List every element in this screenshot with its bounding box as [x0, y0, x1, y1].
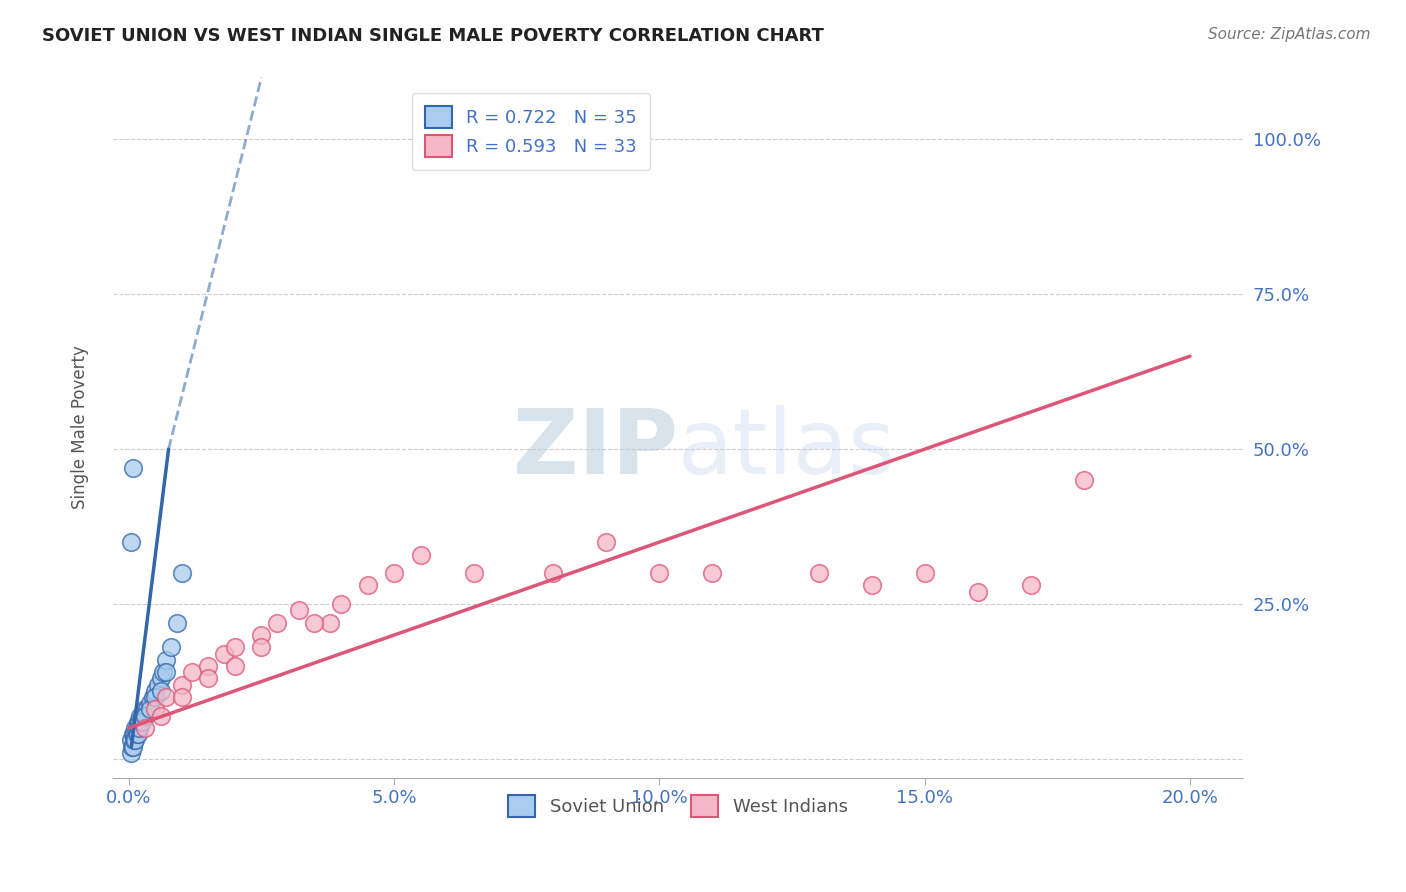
Point [702, 566, 724, 580]
Point [648, 566, 671, 580]
Point [134, 702, 156, 716]
Point [250, 640, 273, 655]
Point [131, 708, 153, 723]
Point [139, 696, 162, 710]
Point [122, 733, 145, 747]
Point [149, 672, 172, 686]
Point [860, 578, 883, 592]
Point [595, 535, 617, 549]
Point [139, 702, 162, 716]
Point [197, 659, 219, 673]
Point [409, 548, 432, 562]
Text: ZIP: ZIP [513, 404, 678, 492]
Point [129, 708, 152, 723]
Point [214, 647, 236, 661]
Point [149, 683, 172, 698]
Point [134, 721, 156, 735]
Point [128, 714, 150, 729]
Point [125, 721, 148, 735]
Point [250, 628, 273, 642]
Y-axis label: Single Male Poverty: Single Male Poverty [72, 345, 89, 509]
Point [266, 615, 288, 630]
Point [304, 615, 326, 630]
Point [143, 683, 166, 698]
Point [143, 702, 166, 716]
Point [122, 727, 145, 741]
Point [122, 460, 145, 475]
Point [136, 702, 159, 716]
Point [143, 690, 166, 704]
Point [319, 615, 342, 630]
Point [122, 739, 145, 754]
Point [134, 708, 156, 723]
Point [121, 739, 143, 754]
Point [127, 714, 149, 729]
Point [155, 690, 177, 704]
Point [1073, 473, 1095, 487]
Point [181, 665, 204, 680]
Point [166, 615, 188, 630]
Point [224, 659, 246, 673]
Point [120, 733, 142, 747]
Point [197, 672, 219, 686]
Point [149, 708, 172, 723]
Point [142, 690, 165, 704]
Point [807, 566, 830, 580]
Text: Source: ZipAtlas.com: Source: ZipAtlas.com [1208, 27, 1371, 42]
Point [155, 653, 177, 667]
Point [170, 566, 193, 580]
Point [160, 640, 183, 655]
Point [621, 132, 644, 146]
Point [131, 714, 153, 729]
Point [128, 721, 150, 735]
Point [382, 566, 405, 580]
Point [122, 727, 145, 741]
Point [170, 690, 193, 704]
Point [1019, 578, 1042, 592]
Point [155, 665, 177, 680]
Point [125, 727, 148, 741]
Point [966, 584, 988, 599]
Point [463, 566, 485, 580]
Point [120, 535, 142, 549]
Point [124, 733, 146, 747]
Point [541, 566, 564, 580]
Point [356, 578, 378, 592]
Legend: Soviet Union, West Indians: Soviet Union, West Indians [501, 788, 855, 824]
Point [124, 721, 146, 735]
Text: SOVIET UNION VS WEST INDIAN SINGLE MALE POVERTY CORRELATION CHART: SOVIET UNION VS WEST INDIAN SINGLE MALE … [42, 27, 824, 45]
Point [914, 566, 936, 580]
Point [120, 746, 142, 760]
Point [287, 603, 309, 617]
Point [330, 597, 353, 611]
Point [170, 678, 193, 692]
Point [152, 665, 174, 680]
Text: atlas: atlas [678, 404, 896, 492]
Point [127, 727, 149, 741]
Point [146, 678, 169, 692]
Point [224, 640, 246, 655]
